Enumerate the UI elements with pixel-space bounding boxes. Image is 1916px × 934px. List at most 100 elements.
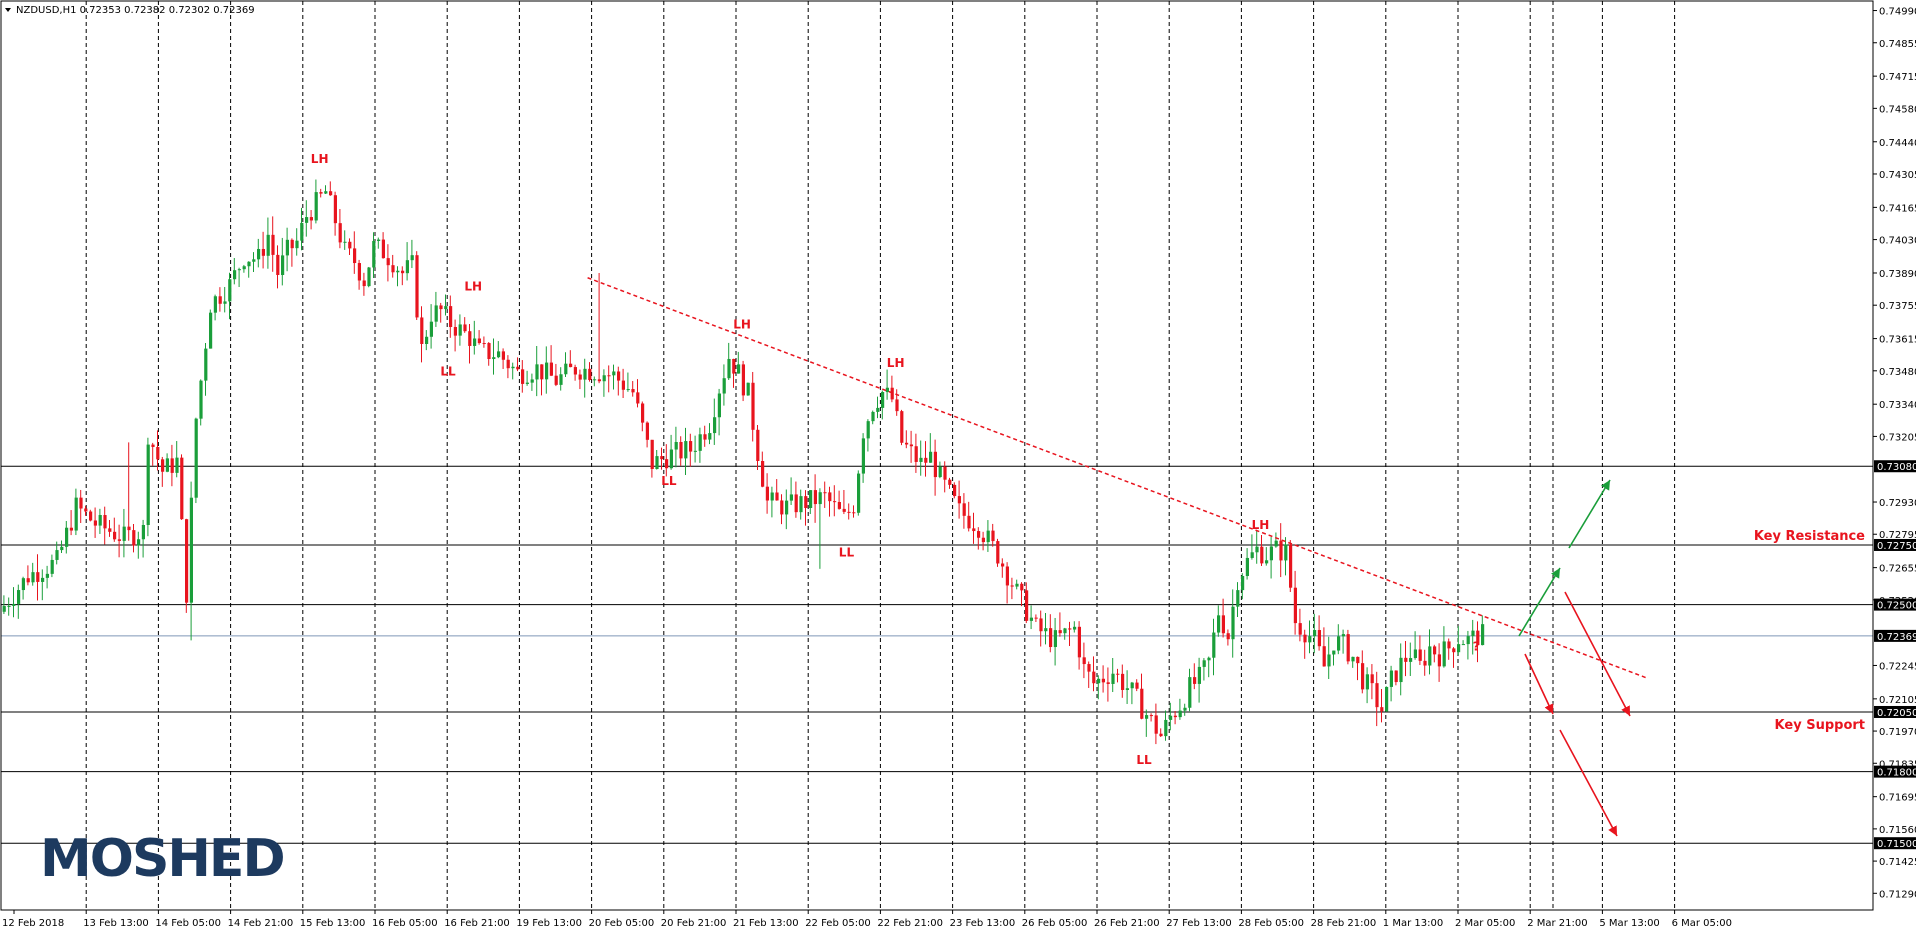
level-price-box <box>1874 538 1916 551</box>
candle-body <box>1471 630 1475 637</box>
candle-body <box>367 267 371 287</box>
candle-body <box>823 492 827 494</box>
candle-body <box>50 559 54 574</box>
candle-body <box>353 248 357 264</box>
level-price-label: 0.71500 <box>1877 839 1916 850</box>
candle-body <box>434 305 438 322</box>
candle-body <box>209 312 213 349</box>
candle-body <box>1169 715 1173 720</box>
candle-body <box>1255 546 1259 553</box>
candle-body <box>717 393 721 418</box>
candle-body <box>1202 660 1206 667</box>
candle-body <box>1068 628 1072 630</box>
candle-body <box>1015 583 1019 587</box>
x-tick-label: 28 Feb 21:00 <box>1311 918 1377 929</box>
candle-body <box>953 484 957 497</box>
candle-body <box>161 459 165 472</box>
candle-body <box>1260 546 1264 564</box>
candle-body <box>1265 560 1269 564</box>
candle-body <box>420 317 424 344</box>
candle-body <box>770 492 774 501</box>
candle-body <box>957 496 961 504</box>
x-tick-label: 27 Feb 13:00 <box>1166 918 1232 929</box>
candle-body <box>7 605 11 607</box>
scenario-arrow <box>1524 653 1554 715</box>
candle-body <box>425 336 429 344</box>
dropdown-triangle-icon[interactable] <box>5 8 11 12</box>
candle-body <box>1116 673 1120 675</box>
candle-body <box>511 366 515 369</box>
candle-body <box>1001 563 1005 567</box>
candle-body <box>333 195 337 224</box>
candle-body <box>573 367 577 375</box>
candle-body <box>593 379 597 381</box>
symbol-header: NZDUSD,H1 0.72353 0.72382 0.72302 0.7236… <box>16 5 255 16</box>
candle-body <box>506 359 510 369</box>
candle-body <box>698 434 702 451</box>
candle-body <box>837 502 841 509</box>
candle-body <box>252 259 256 262</box>
candle-body <box>146 444 150 525</box>
candle-body <box>223 301 227 304</box>
candle-body <box>1365 674 1369 690</box>
candle-body <box>261 248 265 256</box>
candle-body <box>17 590 21 604</box>
x-tick-label: 19 Feb 13:00 <box>516 918 582 929</box>
candle-body <box>122 526 126 541</box>
candle-body <box>583 368 587 380</box>
candle-body <box>1332 650 1336 655</box>
vertical-grid <box>85 1 1676 910</box>
candle-body <box>1178 710 1182 718</box>
candle-body <box>789 494 793 501</box>
candle-body <box>137 539 141 546</box>
candle-body <box>900 411 904 443</box>
candle-body <box>463 324 467 332</box>
candle-body <box>645 422 649 440</box>
candle-body <box>794 494 798 513</box>
current-price-label: 0.72369 <box>1877 632 1916 643</box>
candle-body <box>1221 615 1225 634</box>
candle-body <box>852 512 856 514</box>
candle-body <box>1207 657 1211 661</box>
candle-body <box>943 466 947 480</box>
candle-body <box>237 269 241 271</box>
candle-body <box>1082 657 1086 665</box>
candle-body <box>295 240 299 249</box>
candle-body <box>732 358 736 374</box>
candle-body <box>74 497 78 531</box>
candle-body <box>103 515 107 529</box>
candle-body <box>396 270 400 273</box>
candle-body <box>679 441 683 459</box>
candle-body <box>684 441 688 459</box>
candle-body <box>1154 715 1158 734</box>
candle-body <box>962 503 966 516</box>
time-axis[interactable]: 12 Feb 2018 13 Feb 13:00 14 Feb 05:00 14 Fe… <box>2 910 1732 929</box>
y-tick-label: 0.72245 <box>1879 661 1916 672</box>
candle-body <box>1457 644 1461 653</box>
y-tick-label: 0.74715 <box>1879 72 1916 83</box>
candle-body <box>785 500 789 515</box>
level-price-box <box>1874 598 1916 611</box>
y-tick-label: 0.73205 <box>1879 432 1916 443</box>
candle-body <box>1322 646 1326 667</box>
chart-header: NZDUSD,H1 0.72353 0.72382 0.72302 0.7236… <box>5 5 255 16</box>
candle-body <box>727 358 731 379</box>
candle-body <box>804 496 808 508</box>
candle-body <box>36 572 40 582</box>
candle-body <box>1183 707 1187 711</box>
y-tick-label: 0.71290 <box>1879 889 1916 900</box>
candle-body <box>847 511 851 513</box>
swing-label: LH <box>733 318 751 332</box>
candle-body <box>309 217 313 221</box>
candle-body <box>343 241 347 243</box>
candle-body <box>1212 632 1216 658</box>
x-tick-label: 16 Feb 21:00 <box>444 918 510 929</box>
candle-body <box>45 573 49 578</box>
candle-body <box>377 239 381 241</box>
